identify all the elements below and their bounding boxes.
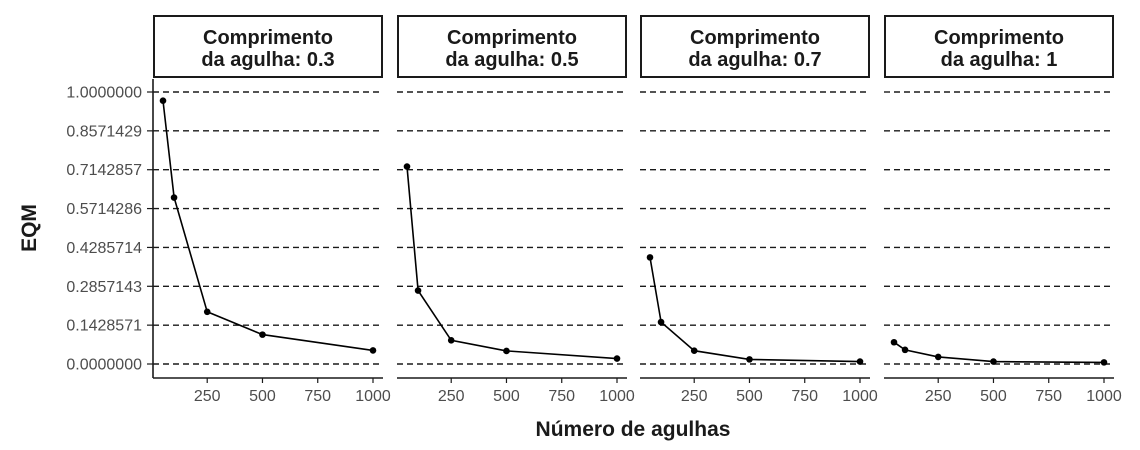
x-tick-label: 250 (925, 388, 952, 405)
facet-strip-label: da agulha: 0.3 (201, 49, 334, 71)
series-line (649, 257, 861, 363)
y-tick-label: 1.0000000 (66, 85, 142, 102)
data-point (690, 347, 698, 354)
data-point (259, 331, 266, 338)
x-tick-label: 1000 (1086, 388, 1122, 405)
x-tick-label: 750 (304, 388, 331, 405)
data-point (503, 347, 510, 355)
x-tick-label: 250 (681, 388, 708, 405)
facet-strip (153, 15, 383, 78)
data-point (856, 358, 864, 365)
data-point (890, 338, 898, 346)
y-tick-label: 0.8571429 (66, 123, 142, 140)
facet-strip-label: da agulha: 1 (941, 49, 1058, 71)
x-tick-label: 250 (194, 388, 221, 405)
data-point (1100, 359, 1108, 366)
facet-strip-label: Comprimento (447, 27, 577, 49)
y-tick-label: 0.5714286 (66, 201, 142, 218)
x-tick-label: 500 (980, 388, 1007, 405)
series-line (162, 100, 374, 352)
x-tick-label: 500 (493, 388, 520, 405)
facet-strip-label: Comprimento (934, 27, 1064, 49)
y-tick-label: 0.2857143 (66, 279, 142, 296)
data-point (447, 337, 455, 344)
facet-strip (397, 15, 627, 78)
data-point (990, 358, 997, 365)
data-point (901, 346, 909, 354)
x-axis-title: Número de agulhas (536, 418, 731, 441)
facet-strip (884, 15, 1114, 78)
x-tick-label: 1000 (355, 388, 391, 405)
x-tick-label: 250 (438, 388, 465, 405)
data-point (613, 355, 621, 362)
y-axis-title: EQM (18, 204, 41, 252)
y-tick-label: 0.4285714 (66, 240, 142, 257)
x-tick-label: 500 (249, 388, 276, 405)
facet-strip-label: da agulha: 0.5 (445, 49, 578, 71)
x-tick-label: 750 (791, 388, 818, 405)
facet-strip (640, 15, 870, 78)
x-tick-label: 1000 (842, 388, 878, 405)
data-point (657, 318, 665, 326)
data-point (746, 356, 753, 363)
data-point (170, 194, 178, 201)
data-point (934, 353, 942, 361)
facet-strip-label: Comprimento (690, 27, 820, 49)
y-tick-label: 0.0000000 (66, 357, 142, 374)
data-point (203, 308, 211, 316)
facet-strip-label: da agulha: 0.7 (688, 49, 821, 71)
x-tick-label: 500 (736, 388, 763, 405)
x-tick-label: 1000 (599, 388, 635, 405)
facet-strip-label: Comprimento (203, 27, 333, 49)
series-line (406, 166, 618, 360)
data-point (646, 254, 654, 261)
data-point (403, 163, 411, 170)
x-tick-label: 750 (548, 388, 575, 405)
series-line (893, 341, 1105, 364)
y-tick-label: 0.7142857 (66, 162, 142, 179)
y-tick-label: 0.1428571 (66, 318, 142, 335)
data-point (159, 97, 167, 105)
data-point (369, 347, 377, 354)
data-point (414, 287, 422, 294)
x-tick-label: 750 (1035, 388, 1062, 405)
